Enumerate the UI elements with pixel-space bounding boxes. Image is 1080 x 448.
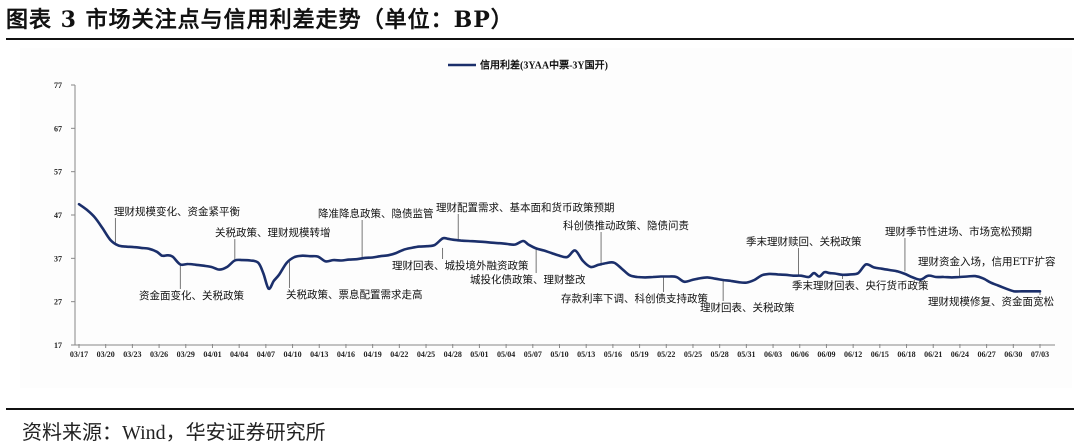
annotation-label: 城投化债政策、理财整改 xyxy=(470,273,586,286)
x-tick-label: 06/27 xyxy=(977,350,995,359)
annotation-label: 存款利率下调、科创债支持政策 xyxy=(561,292,708,305)
x-tick-label: 04/25 xyxy=(417,350,435,359)
annotation-label: 理财资金入场，信用ETF扩容 xyxy=(918,255,1056,268)
x-tick-label: 05/10 xyxy=(550,350,568,359)
x-tick-label: 05/07 xyxy=(524,350,542,359)
chart-legend: 信用利差(3YAA中票-3Y国开) xyxy=(448,59,608,72)
annotation-label: 理财规模修复、资金面宽松 xyxy=(928,295,1054,308)
x-tick-label: 03/20 xyxy=(97,350,115,359)
annotation-leader-lines xyxy=(114,214,1041,301)
x-tick-label: 06/18 xyxy=(897,350,915,359)
x-tick-label: 04/01 xyxy=(203,350,221,359)
x-tick-label: 05/22 xyxy=(657,350,675,359)
x-tick-label: 05/13 xyxy=(577,350,595,359)
annotation-label: 资金面变化、关税政策 xyxy=(139,289,244,302)
y-tick-label: 17 xyxy=(54,341,62,350)
x-tick-label: 06/15 xyxy=(871,350,889,359)
annotation-label: 理财季节性进场、市场宽松预期 xyxy=(885,225,1032,238)
x-tick-label: 06/24 xyxy=(951,350,969,359)
annotation-label: 关税政策、票息配置需求走高 xyxy=(286,288,423,301)
annotation-label: 理财回表、城投境外融资政策 xyxy=(392,259,529,272)
x-axis: 03/17 03/20 03/23 03/26 03/29 04/01 04/04 04/07… xyxy=(70,344,1055,359)
x-tick-label: 05/01 xyxy=(470,350,488,359)
x-tick-label: 06/06 xyxy=(791,350,809,359)
x-tick-label: 04/28 xyxy=(444,350,462,359)
figure-title: 图表 3 市场关注点与信用利差走势（单位：BP） xyxy=(6,7,514,33)
credit-spread-line xyxy=(77,202,1042,293)
annotation-label: 季末理财赎回、关税政策 xyxy=(746,235,862,248)
x-tick-label: 04/07 xyxy=(257,350,275,359)
x-tick-label: 04/16 xyxy=(337,350,355,359)
y-tick-label: 47 xyxy=(54,211,62,220)
annotation-label: 理财回表、关税政策 xyxy=(700,301,795,314)
annotation-label: 理财规模变化、资金紧平衡 xyxy=(114,205,240,218)
footer-divider xyxy=(6,408,1074,410)
x-tick-label: 05/19 xyxy=(630,350,648,359)
x-tick-label: 05/04 xyxy=(497,350,515,359)
x-tick-label: 04/22 xyxy=(390,350,408,359)
y-tick-label: 77 xyxy=(54,81,62,90)
x-tick-label: 05/31 xyxy=(737,350,755,359)
y-axis: 17 27 37 47 57 67 77 xyxy=(54,81,76,350)
x-tick-label: 04/10 xyxy=(283,350,301,359)
x-tick-label: 04/04 xyxy=(230,350,248,359)
x-tick-label: 04/19 xyxy=(364,350,382,359)
x-tick-label: 06/12 xyxy=(844,350,862,359)
x-tick-label: 06/09 xyxy=(817,350,835,359)
x-tick-label: 06/21 xyxy=(924,350,942,359)
annotation-label: 理财配置需求、基本面和货币政策预期 xyxy=(436,201,615,214)
x-tick-label: 05/16 xyxy=(604,350,622,359)
annotation-label: 关税政策、理财规模转增 xyxy=(215,226,331,239)
y-tick-label: 27 xyxy=(54,298,62,307)
x-tick-label: 03/29 xyxy=(177,350,195,359)
annotation-label: 科创债推动政策、隐债问责 xyxy=(563,219,689,232)
chart-panel xyxy=(20,48,1072,388)
x-tick-label: 06/30 xyxy=(1004,350,1022,359)
y-tick-label: 37 xyxy=(54,254,62,263)
annotation-label: 降准降息政策、隐债监管 xyxy=(318,207,434,220)
x-tick-label: 03/23 xyxy=(123,350,141,359)
legend-label: 信用利差(3YAA中票-3Y国开) xyxy=(480,59,608,72)
y-tick-label: 57 xyxy=(54,168,62,177)
x-tick-label: 07/03 xyxy=(1031,350,1049,359)
x-tick-label: 04/13 xyxy=(310,350,328,359)
x-tick-label: 05/28 xyxy=(711,350,729,359)
annotation-label: 季末理财回表、央行货币政策 xyxy=(792,279,929,292)
source-note: 资料来源：Wind，华安证券研究所 xyxy=(22,422,326,444)
title-divider xyxy=(6,38,1074,40)
x-tick-label: 06/03 xyxy=(764,350,782,359)
x-tick-label: 03/17 xyxy=(70,350,88,359)
y-tick-label: 67 xyxy=(54,124,62,133)
x-tick-label: 03/26 xyxy=(150,350,168,359)
x-tick-label: 05/25 xyxy=(684,350,702,359)
